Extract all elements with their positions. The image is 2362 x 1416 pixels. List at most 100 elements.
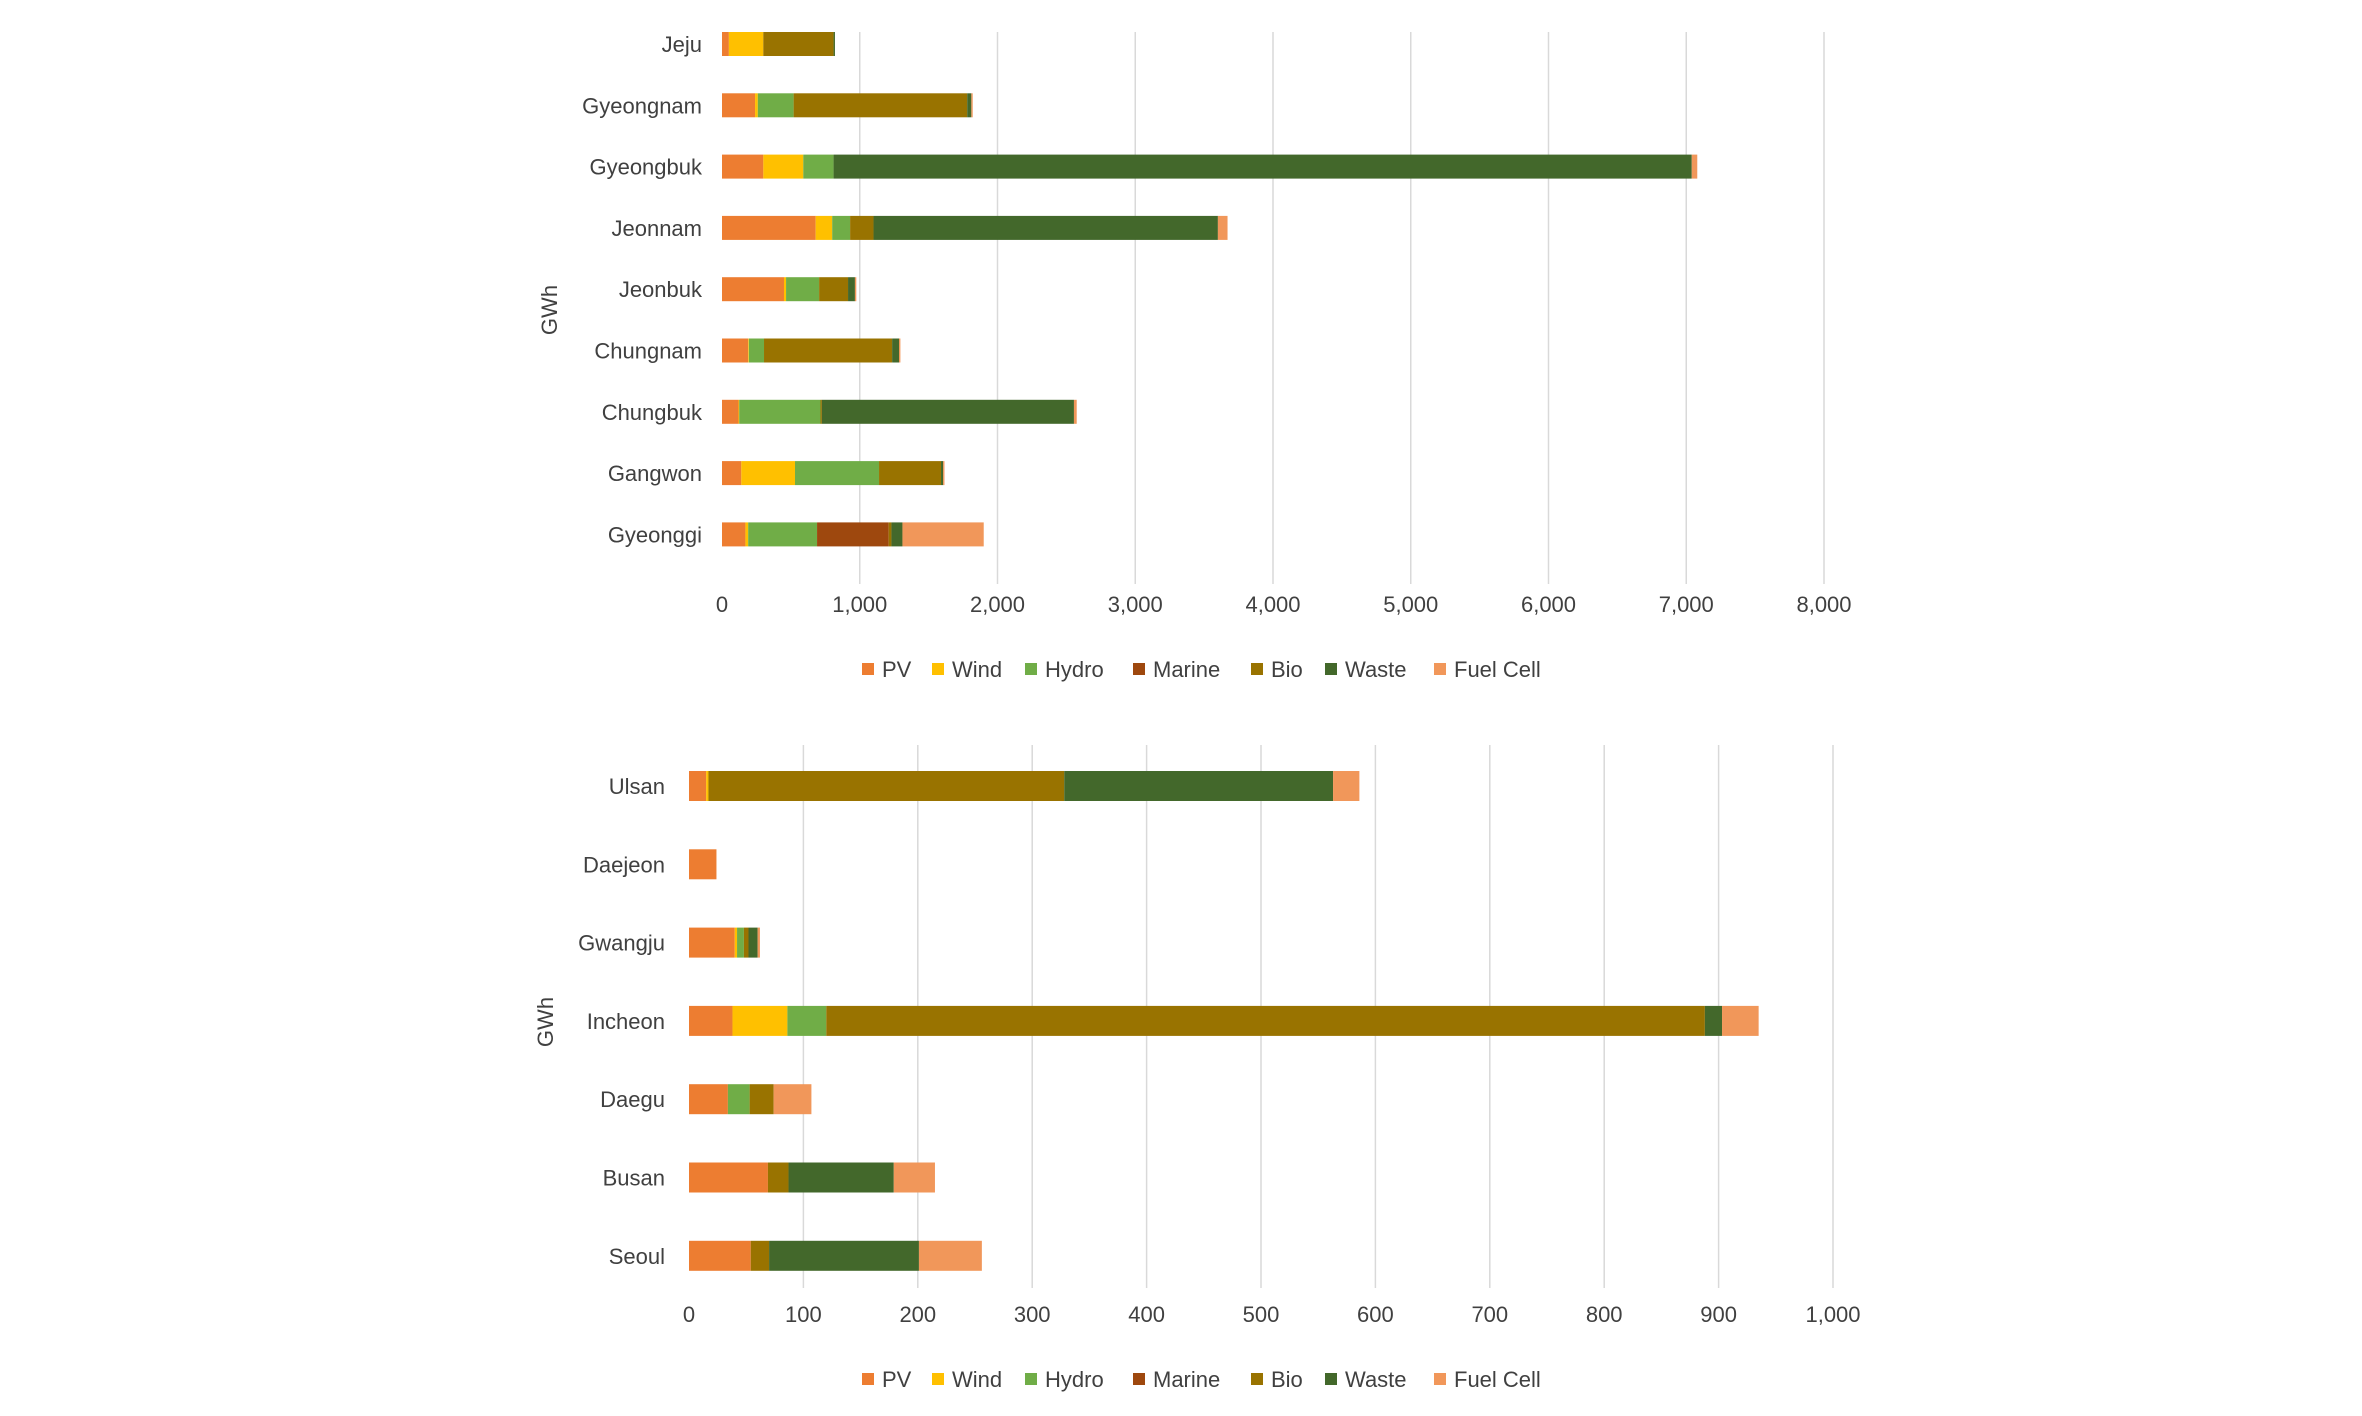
legend-label-wind: Wind bbox=[952, 657, 1002, 682]
bar-chungbuk-bio[interactable] bbox=[820, 399, 822, 424]
legend-swatch-pv bbox=[862, 1373, 874, 1385]
legend-swatch-fuel-cell bbox=[1434, 663, 1446, 675]
bar-chungbuk-wind[interactable] bbox=[738, 399, 740, 424]
bar-ulsan-bio[interactable] bbox=[708, 771, 1065, 801]
bar-jeonnam-bio[interactable] bbox=[850, 215, 874, 240]
bar-gangwon-pv[interactable] bbox=[722, 461, 742, 486]
bar-chungnam-pv[interactable] bbox=[722, 338, 749, 363]
bar-gyeongbuk-fuel-cell[interactable] bbox=[1691, 154, 1698, 179]
bar-jeonbuk-hydro[interactable] bbox=[786, 277, 820, 302]
bar-gyeongbuk-hydro[interactable] bbox=[803, 154, 834, 179]
bar-ulsan-waste[interactable] bbox=[1064, 771, 1334, 801]
bar-chungbuk-hydro[interactable] bbox=[739, 399, 821, 424]
bar-gyeonggi-marine[interactable] bbox=[817, 522, 889, 547]
bar-seoul-bio[interactable] bbox=[750, 1240, 770, 1271]
bar-gwangju-waste[interactable] bbox=[748, 927, 758, 958]
bar-chungbuk-waste[interactable] bbox=[821, 399, 1074, 424]
x-tick-label: 2,000 bbox=[970, 592, 1025, 617]
bar-chungbuk-fuel-cell[interactable] bbox=[1073, 399, 1077, 424]
bar-busan-pv[interactable] bbox=[689, 1162, 768, 1193]
x-tick-label: 6,000 bbox=[1521, 592, 1576, 617]
bar-jeonnam-wind[interactable] bbox=[815, 215, 833, 240]
bar-daegu-pv[interactable] bbox=[689, 1084, 728, 1115]
bar-chungnam-fuel-cell[interactable] bbox=[899, 338, 901, 363]
bar-gyeongnam-wind[interactable] bbox=[755, 93, 758, 118]
bar-busan-bio[interactable] bbox=[767, 1162, 789, 1193]
bar-gwangju-fuel-cell[interactable] bbox=[757, 927, 760, 958]
bar-incheon-pv[interactable] bbox=[689, 1005, 733, 1036]
bar-jeonbuk-waste[interactable] bbox=[848, 277, 855, 302]
bar-gyeongbuk-waste[interactable] bbox=[833, 154, 1692, 179]
category-label-jeonnam: Jeonnam bbox=[611, 216, 702, 241]
category-label-daegu: Daegu bbox=[600, 1087, 665, 1112]
bar-gyeonggi-pv[interactable] bbox=[722, 522, 746, 547]
bar-gyeongnam-waste[interactable] bbox=[967, 93, 972, 118]
bar-jeonnam-pv[interactable] bbox=[722, 215, 816, 240]
bar-gyeongbuk-wind[interactable] bbox=[763, 154, 804, 179]
bar-jeonbuk-wind[interactable] bbox=[783, 277, 787, 302]
bar-gyeonggi-fuel-cell[interactable] bbox=[902, 522, 984, 547]
bar-jeonbuk-pv[interactable] bbox=[722, 277, 784, 302]
bar-chungnam-wind[interactable] bbox=[748, 338, 749, 363]
bar-incheon-wind[interactable] bbox=[732, 1005, 788, 1036]
bar-seoul-fuel-cell[interactable] bbox=[918, 1240, 982, 1271]
bar-gangwon-fuel-cell[interactable] bbox=[943, 461, 945, 486]
bar-gyeongnam-pv[interactable] bbox=[722, 93, 756, 118]
bar-gyeongnam-bio[interactable] bbox=[793, 93, 968, 118]
bar-daejeon-pv[interactable] bbox=[689, 849, 717, 880]
bar-jeonnam-fuel-cell[interactable] bbox=[1217, 215, 1228, 240]
bar-jeju-pv[interactable] bbox=[722, 32, 729, 56]
bar-gangwon-hydro[interactable] bbox=[795, 461, 880, 486]
bar-gwangju-pv[interactable] bbox=[689, 927, 735, 958]
bar-jeju-bio[interactable] bbox=[763, 32, 834, 56]
bar-gangwon-wind[interactable] bbox=[741, 461, 796, 486]
bar-busan-waste[interactable] bbox=[788, 1162, 894, 1193]
bar-jeonnam-hydro[interactable] bbox=[832, 215, 851, 240]
bar-busan-fuel-cell[interactable] bbox=[893, 1162, 935, 1193]
y-axis-title: GWh bbox=[537, 285, 562, 335]
bar-chungbuk-pv[interactable] bbox=[722, 399, 739, 424]
bar-gyeongnam-hydro[interactable] bbox=[757, 93, 794, 118]
category-label-seoul: Seoul bbox=[609, 1244, 665, 1269]
bar-seoul-pv[interactable] bbox=[689, 1240, 751, 1271]
bar-gangwon-bio[interactable] bbox=[879, 461, 942, 486]
legend-label-hydro: Hydro bbox=[1045, 1367, 1104, 1392]
bar-daegu-hydro[interactable] bbox=[727, 1084, 750, 1115]
x-tick-label: 800 bbox=[1586, 1302, 1623, 1327]
legend-swatch-hydro bbox=[1025, 663, 1037, 675]
bar-gyeonggi-wind[interactable] bbox=[745, 522, 749, 547]
bar-jeonbuk-fuel-cell[interactable] bbox=[854, 277, 857, 302]
bar-gwangju-bio[interactable] bbox=[743, 927, 749, 958]
bar-daegu-fuel-cell[interactable] bbox=[773, 1084, 812, 1115]
bar-ulsan-wind[interactable] bbox=[706, 771, 709, 801]
bar-gyeonggi-waste[interactable] bbox=[891, 522, 903, 547]
bar-jeonbuk-bio[interactable] bbox=[819, 277, 849, 302]
bar-jeju-waste[interactable] bbox=[833, 32, 835, 56]
x-tick-label: 3,000 bbox=[1108, 592, 1163, 617]
legend-label-wind: Wind bbox=[952, 1367, 1002, 1392]
bar-jeju-wind[interactable] bbox=[728, 32, 764, 56]
legend-label-fuel-cell: Fuel Cell bbox=[1454, 1367, 1541, 1392]
bar-gwangju-wind[interactable] bbox=[734, 927, 738, 958]
category-label-chungnam: Chungnam bbox=[594, 339, 702, 364]
bar-chungnam-hydro[interactable] bbox=[748, 338, 765, 363]
bar-ulsan-fuel-cell[interactable] bbox=[1333, 771, 1360, 801]
legend-label-marine: Marine bbox=[1153, 657, 1220, 682]
bar-chungnam-waste[interactable] bbox=[892, 338, 900, 363]
bar-gwangju-hydro[interactable] bbox=[737, 927, 744, 958]
bar-incheon-bio[interactable] bbox=[826, 1005, 1705, 1036]
bar-gyeonggi-hydro[interactable] bbox=[748, 522, 818, 547]
bar-ulsan-pv[interactable] bbox=[689, 771, 707, 801]
bar-incheon-hydro[interactable] bbox=[787, 1005, 827, 1036]
bar-gyeonggi-bio[interactable] bbox=[888, 522, 892, 547]
bar-gangwon-waste[interactable] bbox=[941, 461, 944, 486]
bar-incheon-waste[interactable] bbox=[1704, 1005, 1723, 1036]
bar-daegu-bio[interactable] bbox=[749, 1084, 774, 1115]
bar-seoul-waste[interactable] bbox=[769, 1240, 919, 1271]
legend-label-waste: Waste bbox=[1345, 657, 1407, 682]
bar-incheon-fuel-cell[interactable] bbox=[1722, 1005, 1759, 1036]
bar-chungnam-bio[interactable] bbox=[764, 338, 893, 363]
bar-gyeongbuk-pv[interactable] bbox=[722, 154, 764, 179]
bar-jeonnam-waste[interactable] bbox=[873, 215, 1218, 240]
bar-gyeongnam-fuel-cell[interactable] bbox=[971, 93, 973, 118]
